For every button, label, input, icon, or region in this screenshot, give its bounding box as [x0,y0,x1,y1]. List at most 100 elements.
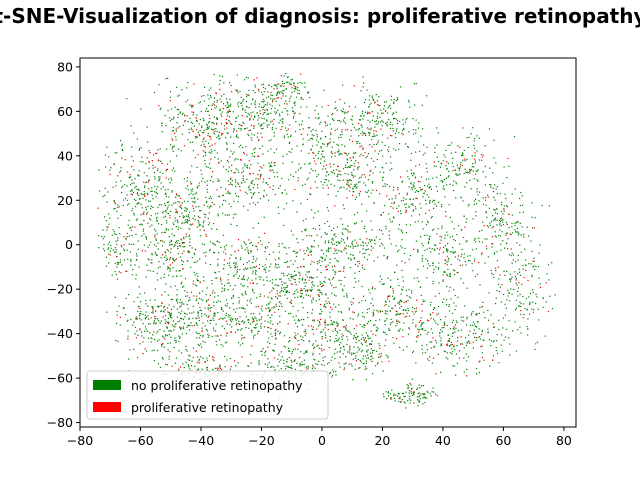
scatter-point-no-proliferative [327,297,329,299]
scatter-point-proliferative [331,114,333,116]
scatter-point-no-proliferative [373,202,375,204]
scatter-point-no-proliferative [339,153,341,155]
scatter-point-no-proliferative [336,128,338,130]
scatter-point-no-proliferative [365,242,367,244]
scatter-point-no-proliferative [151,190,153,192]
scatter-point-no-proliferative [214,312,216,314]
scatter-point-no-proliferative [331,284,333,286]
scatter-point-no-proliferative [294,319,296,321]
scatter-point-no-proliferative [301,324,304,326]
scatter-point-no-proliferative [367,119,369,121]
scatter-point-no-proliferative [360,176,362,178]
scatter-point-no-proliferative [408,258,410,261]
scatter-point-no-proliferative [205,128,207,131]
scatter-point-no-proliferative [413,313,415,315]
scatter-point-no-proliferative [193,261,195,263]
scatter-point-no-proliferative [371,360,373,362]
scatter-point-no-proliferative [343,363,345,365]
scatter-point-no-proliferative [390,243,392,245]
scatter-point-no-proliferative [220,113,222,115]
scatter-point-no-proliferative [437,353,439,355]
scatter-point-no-proliferative [117,340,119,342]
scatter-point-no-proliferative [181,242,183,244]
scatter-point-proliferative [478,261,480,264]
scatter-point-no-proliferative [202,226,204,228]
scatter-point-no-proliferative [398,397,400,400]
scatter-point-no-proliferative [224,248,226,250]
scatter-point-no-proliferative [331,278,334,280]
scatter-point-no-proliferative [380,112,383,114]
scatter-point-no-proliferative [492,226,495,228]
scatter-point-no-proliferative [190,106,193,108]
scatter-point-no-proliferative [290,367,292,369]
scatter-point-proliferative [350,129,352,132]
scatter-point-no-proliferative [529,313,531,315]
scatter-point-no-proliferative [271,282,274,284]
scatter-point-no-proliferative [475,367,478,370]
scatter-point-no-proliferative [527,318,529,320]
scatter-point-no-proliferative [336,244,338,246]
scatter-point-no-proliferative [377,112,379,114]
scatter-point-no-proliferative [215,323,217,325]
scatter-point-no-proliferative [235,89,237,91]
scatter-point-no-proliferative [365,362,367,365]
scatter-point-proliferative [406,194,408,196]
scatter-point-no-proliferative [456,321,458,324]
scatter-point-no-proliferative [219,83,221,85]
scatter-point-no-proliferative [551,262,553,264]
scatter-point-no-proliferative [252,244,254,246]
scatter-point-no-proliferative [427,221,429,224]
scatter-point-no-proliferative [145,237,147,239]
scatter-point-no-proliferative [275,100,277,102]
scatter-point-no-proliferative [408,178,410,180]
scatter-point-no-proliferative [332,369,334,371]
scatter-point-proliferative [149,152,151,154]
scatter-point-no-proliferative [294,102,296,104]
scatter-point-no-proliferative [398,284,400,287]
scatter-point-no-proliferative [248,89,250,91]
scatter-point-no-proliferative [412,319,414,321]
scatter-point-no-proliferative [287,366,289,368]
scatter-point-no-proliferative [294,104,296,106]
scatter-point-no-proliferative [210,197,212,200]
scatter-point-no-proliferative [311,288,313,291]
scatter-point-no-proliferative [319,291,321,294]
scatter-point-no-proliferative [132,191,135,194]
scatter-point-no-proliferative [426,146,428,148]
scatter-point-no-proliferative [214,97,216,99]
scatter-point-no-proliferative [161,357,163,359]
scatter-point-no-proliferative [549,295,551,297]
scatter-point-no-proliferative [270,98,272,100]
scatter-point-no-proliferative [368,128,370,130]
scatter-point-no-proliferative [407,145,409,148]
scatter-point-no-proliferative [164,192,167,194]
scatter-point-no-proliferative [263,189,265,192]
scatter-point-no-proliferative [163,305,166,307]
scatter-point-no-proliferative [316,139,318,141]
scatter-point-no-proliferative [406,346,408,348]
scatter-point-no-proliferative [324,160,326,162]
scatter-point-no-proliferative [386,333,388,336]
scatter-point-no-proliferative [426,349,429,351]
scatter-point-no-proliferative [238,275,240,277]
scatter-point-no-proliferative [174,106,176,108]
scatter-point-proliferative [202,150,204,152]
scatter-point-no-proliferative [493,340,495,342]
scatter-point-no-proliferative [139,197,141,200]
scatter-point-no-proliferative [172,118,175,120]
scatter-point-no-proliferative [342,345,345,347]
scatter-point-no-proliferative [321,130,323,132]
scatter-point-proliferative [375,130,377,132]
scatter-point-no-proliferative [417,191,419,193]
scatter-point-proliferative [157,159,159,161]
scatter-point-no-proliferative [376,309,378,312]
scatter-point-no-proliferative [520,332,522,334]
scatter-point-no-proliferative [176,294,178,296]
scatter-point-no-proliferative [515,231,517,233]
scatter-point-proliferative [433,228,435,231]
scatter-point-no-proliferative [169,259,171,261]
scatter-point-no-proliferative [300,202,302,205]
scatter-point-no-proliferative [179,215,181,217]
scatter-point-no-proliferative [226,305,228,307]
scatter-point-no-proliferative [334,329,337,331]
